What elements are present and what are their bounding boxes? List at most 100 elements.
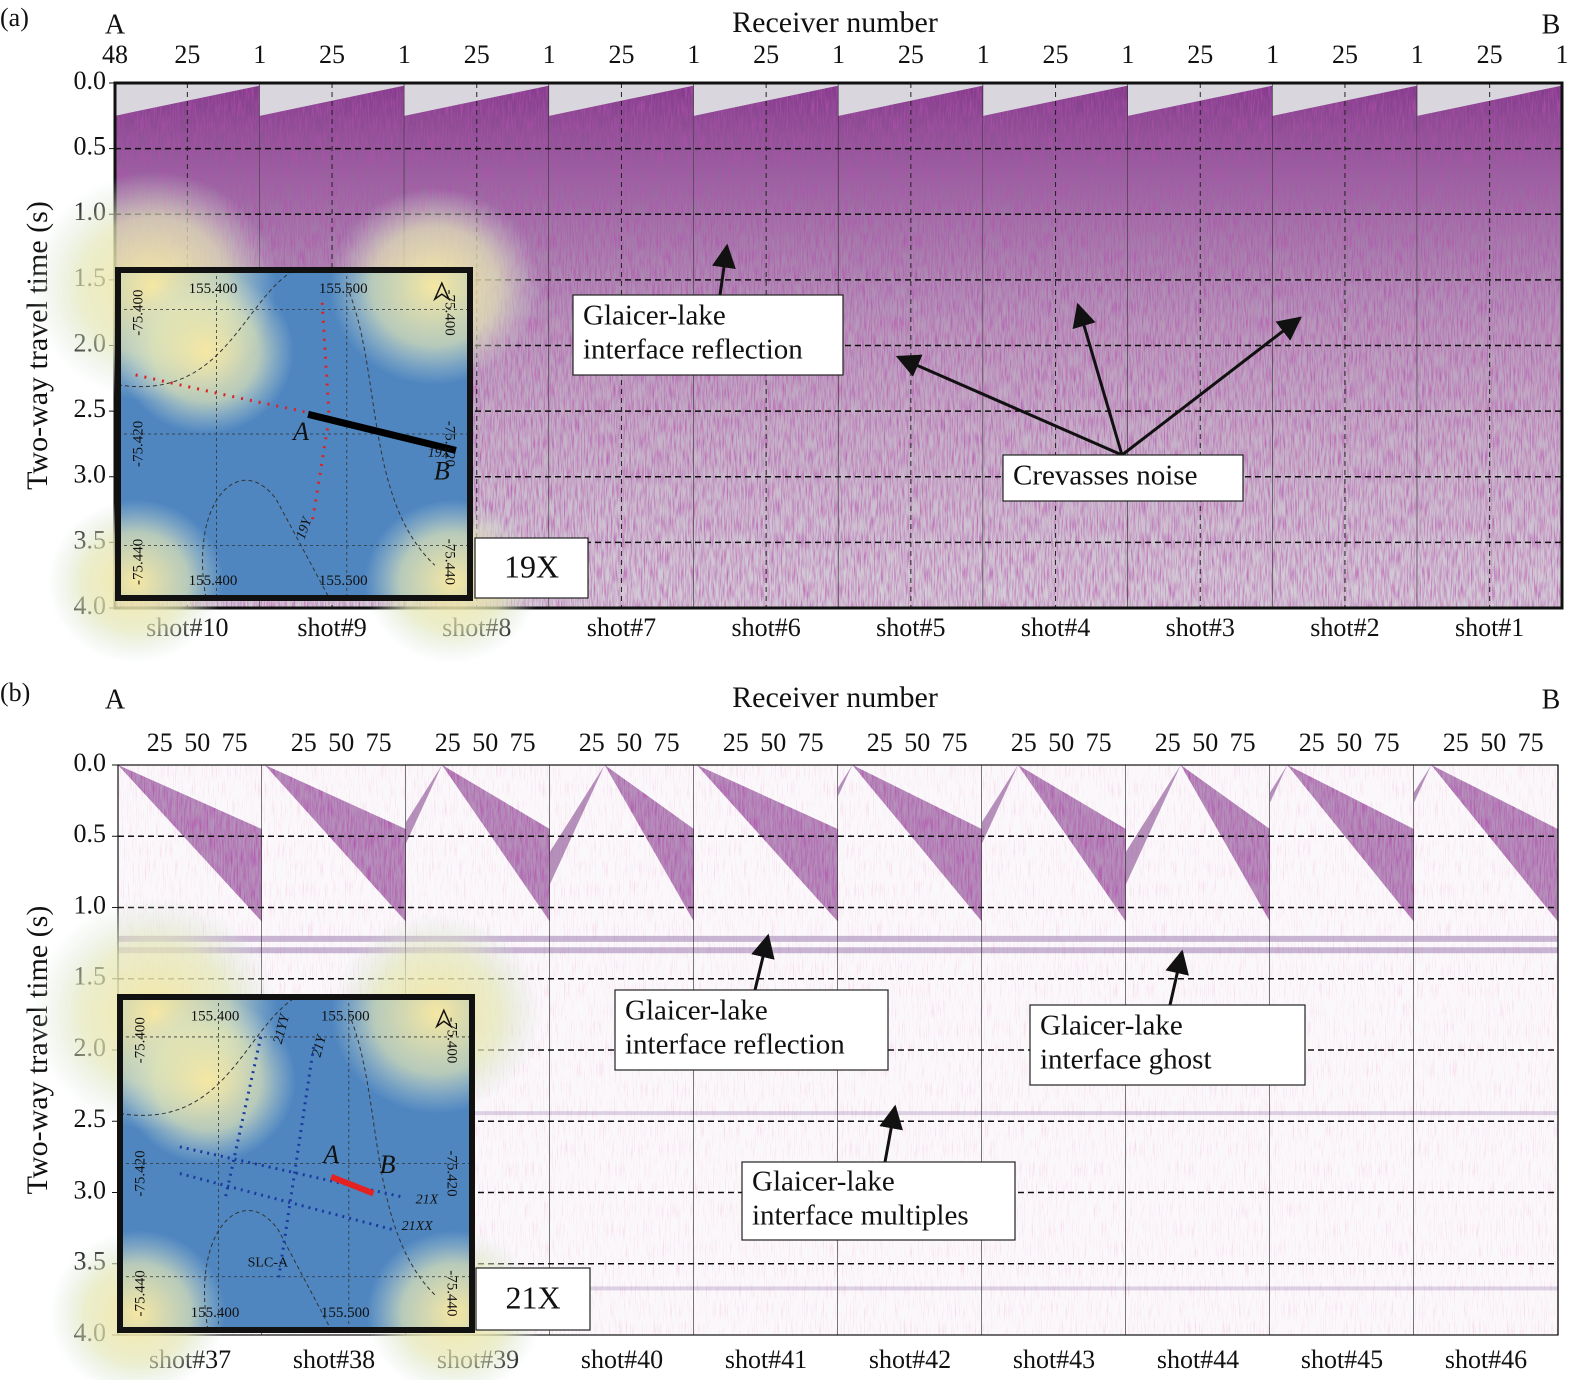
direct-wave-noise [696,765,838,922]
map-frame [115,267,473,601]
reflection-band [1126,1286,1270,1291]
receiver-tick-label: 75 [1374,728,1400,757]
receiver-tick-label: 75 [654,728,680,757]
y-tick-label: 2.5 [74,394,107,423]
shot-label: shot#45 [1301,1345,1383,1374]
map-highland [331,913,543,1114]
receiver-tick-label: 50 [1480,728,1506,757]
reflection-band [1414,1286,1558,1291]
receiver-tick-label: 1 [832,40,845,69]
map-line-label: 21X [416,1192,439,1207]
direct-wave-noise [1431,765,1558,922]
map-lat-label: -75.400 [131,290,147,336]
line-tag-box [475,1267,591,1331]
receiver-tick-label: 25 [723,728,749,757]
panel-label: (a) [0,3,29,32]
receiver-tick-label: 1 [1266,40,1279,69]
receiver-tick-label: 1 [543,40,556,69]
shot-label: shot#1 [1455,613,1524,642]
receiver-tick-label: 75 [1086,728,1112,757]
reflection-band [1414,935,1558,942]
map-highland [118,270,294,434]
map-highland [47,499,224,664]
reflection-band [406,1111,550,1116]
map-contour [119,996,438,1331]
direct-wave-noise [118,765,262,922]
reflection-band [694,1286,838,1291]
receiver-tick-label: 50 [472,728,498,757]
map-lon-label: 155.400 [191,1008,240,1024]
survey-line [135,373,457,452]
annotation-text: interface ghost [1040,1044,1212,1076]
shot-label: shot#7 [587,613,656,642]
receiver-tick-label: 50 [1192,728,1218,757]
annotation-text: Glaicer-lake [583,300,726,332]
receiver-tick-label: 25 [898,40,924,69]
map-lat-label: -75.440 [441,539,457,585]
receiver-tick-label: 75 [1230,728,1256,757]
shot-label: shot#3 [1166,613,1235,642]
map-point-label: A [291,417,309,446]
direct-wave [1414,765,1432,803]
map-north-arrow [435,1008,453,1029]
annotation-text: Crevasses noise [1013,460,1197,492]
reflection-band [982,935,1126,942]
receiver-tick-label: 50 [184,728,210,757]
map-lon-label: 155.500 [321,1008,370,1024]
reflection-band [982,1111,1126,1116]
shot-label: shot#43 [1013,1345,1095,1374]
map-site-label: SLC-A [248,1256,289,1271]
direct-wave-noise [1180,765,1270,922]
reflection-band [1126,935,1270,942]
shot-label: shot#46 [1445,1345,1527,1374]
direct-wave-noise [442,765,550,922]
reflection-band [694,1111,838,1116]
direct-wave-noise [1018,765,1126,922]
direct-wave [838,765,853,797]
map-point-label: B [434,456,450,485]
reflection-band [1126,947,1270,954]
line-tag-box [474,537,589,599]
end-label: A [105,9,126,40]
annotation-arrow [751,933,775,991]
direct-wave [1126,765,1181,885]
map-highland [49,1230,226,1380]
receiver-tick-label: 25 [1332,40,1358,69]
shot-label: shot#40 [581,1345,663,1374]
annotation-text: interface reflection [583,334,803,366]
reflection-band [550,935,694,942]
direct-wave-noise [852,765,982,922]
reflection-band [1126,1111,1270,1116]
receiver-tick-label: 25 [1299,728,1325,757]
map-line-label: 21Y [310,1032,331,1059]
y-tick-label: 0.0 [74,66,107,95]
map-lon-label: 155.400 [189,281,238,297]
receiver-tick-label: 25 [464,40,490,69]
receiver-tick-label: 1 [977,40,990,69]
annotation-box [741,1161,1016,1241]
receiver-tick-label: 25 [1043,40,1069,69]
end-label: B [1542,9,1561,40]
receiver-tick-label: 25 [579,728,605,757]
x-axis-title: Receiver number [732,6,938,39]
receiver-tick-label: 50 [1048,728,1074,757]
receiver-tick-label: 25 [1187,40,1213,69]
receiver-tick-label: 75 [222,728,248,757]
annotation-arrow [712,243,736,296]
shot-label: shot#9 [297,613,366,642]
receiver-tick-label: 1 [398,40,411,69]
map-north-arrow [433,281,451,302]
reflection-band [838,1286,982,1291]
map-point-label: B [380,1150,396,1179]
receiver-tick-label: 50 [616,728,642,757]
map-lon-label: 155.400 [189,573,238,589]
map-lat-label: -75.400 [443,1017,459,1063]
y-tick-label: 0.0 [74,748,107,777]
map-highland [120,997,296,1164]
receiver-tick-label: 25 [147,728,173,757]
receiver-tick-label: 50 [328,728,354,757]
annotation-box [572,294,844,376]
receiver-tick-label: 25 [435,728,461,757]
reflection-band [1414,947,1558,954]
